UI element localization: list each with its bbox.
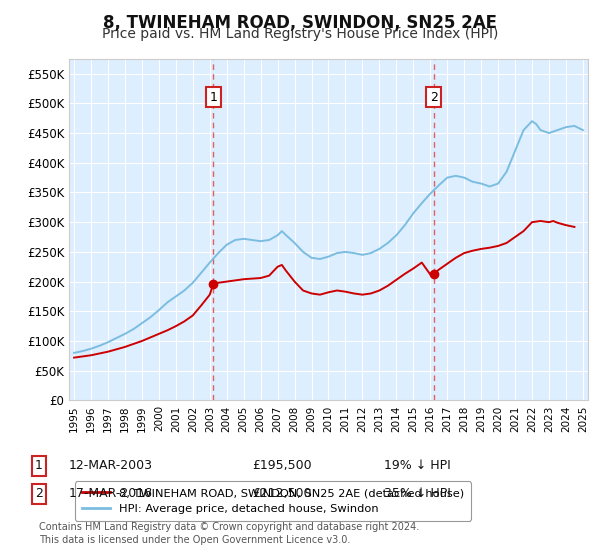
Text: Price paid vs. HM Land Registry's House Price Index (HPI): Price paid vs. HM Land Registry's House … (102, 27, 498, 41)
Text: £212,500: £212,500 (252, 487, 311, 501)
Text: 2: 2 (430, 91, 437, 104)
Text: 19% ↓ HPI: 19% ↓ HPI (384, 459, 451, 473)
Text: 2: 2 (35, 487, 43, 501)
Text: 8, TWINEHAM ROAD, SWINDON, SN25 2AE: 8, TWINEHAM ROAD, SWINDON, SN25 2AE (103, 14, 497, 32)
Text: 1: 1 (35, 459, 43, 473)
Text: 1: 1 (209, 91, 217, 104)
Text: 17-MAR-2016: 17-MAR-2016 (69, 487, 153, 501)
Legend: 8, TWINEHAM ROAD, SWINDON, SN25 2AE (detached house), HPI: Average price, detach: 8, TWINEHAM ROAD, SWINDON, SN25 2AE (det… (74, 481, 471, 521)
Text: 12-MAR-2003: 12-MAR-2003 (69, 459, 153, 473)
Text: Contains HM Land Registry data © Crown copyright and database right 2024.
This d: Contains HM Land Registry data © Crown c… (39, 522, 419, 545)
Text: 35% ↓ HPI: 35% ↓ HPI (384, 487, 451, 501)
Text: £195,500: £195,500 (252, 459, 311, 473)
